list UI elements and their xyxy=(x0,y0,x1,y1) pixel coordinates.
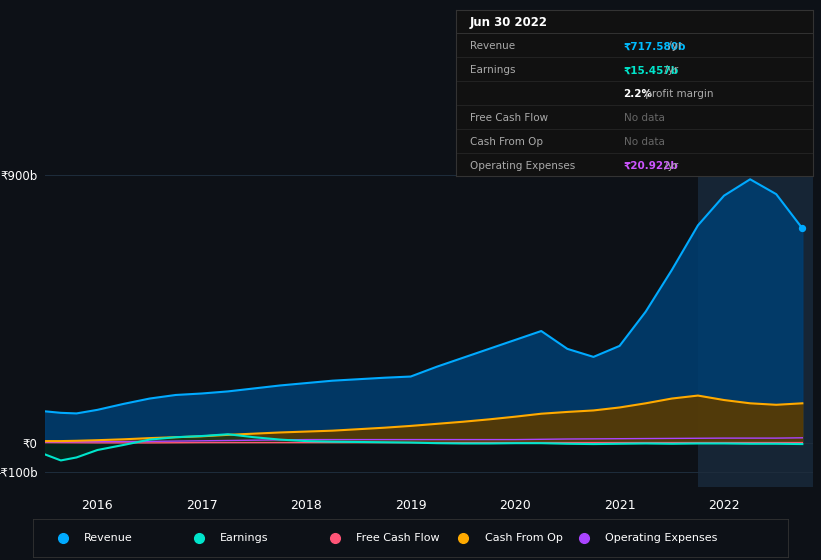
Text: Free Cash Flow: Free Cash Flow xyxy=(356,533,440,543)
Text: ₹15.457b: ₹15.457b xyxy=(623,66,679,75)
Text: Jun 30 2022: Jun 30 2022 xyxy=(470,16,548,29)
Text: /yr: /yr xyxy=(661,161,678,171)
Point xyxy=(796,224,809,233)
Text: /yr: /yr xyxy=(665,41,682,52)
Text: Cash From Op: Cash From Op xyxy=(470,137,543,147)
Text: ₹20.922b: ₹20.922b xyxy=(623,161,678,171)
Text: ₹717.580b: ₹717.580b xyxy=(623,41,686,52)
Text: Earnings: Earnings xyxy=(470,66,516,75)
Text: Earnings: Earnings xyxy=(220,533,268,543)
Text: Revenue: Revenue xyxy=(85,533,133,543)
Text: Revenue: Revenue xyxy=(470,41,515,52)
Text: No data: No data xyxy=(623,137,664,147)
Text: Operating Expenses: Operating Expenses xyxy=(605,533,718,543)
Text: Free Cash Flow: Free Cash Flow xyxy=(470,113,548,123)
Text: 2.2%: 2.2% xyxy=(623,89,653,99)
Text: Operating Expenses: Operating Expenses xyxy=(470,161,576,171)
Text: profit margin: profit margin xyxy=(642,89,713,99)
Text: Cash From Op: Cash From Op xyxy=(484,533,562,543)
Text: /yr: /yr xyxy=(661,66,678,75)
Bar xyxy=(698,154,813,487)
Text: No data: No data xyxy=(623,113,664,123)
